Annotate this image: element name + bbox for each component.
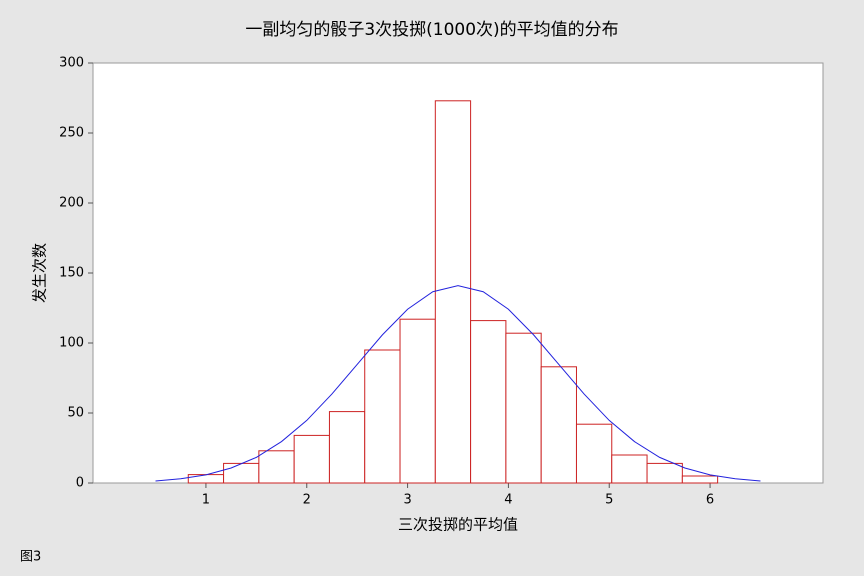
- bar: [611, 454, 648, 484]
- y-tick-label: 250: [59, 126, 84, 141]
- y-tick-label: 0: [76, 476, 84, 491]
- bar: [258, 450, 295, 484]
- bar: [470, 320, 507, 484]
- bar: [293, 434, 330, 484]
- y-tick-label: 300: [59, 56, 84, 71]
- y-tick-label: 100: [59, 336, 84, 351]
- x-tick-label: 1: [202, 493, 210, 508]
- x-tick-label: 4: [504, 493, 512, 508]
- fit-curve: [155, 285, 761, 482]
- bar: [223, 462, 260, 484]
- bar: [364, 349, 401, 484]
- caption: 图3: [20, 550, 41, 565]
- x-tick-label: 6: [706, 493, 714, 508]
- y-tick-label: 150: [59, 266, 84, 281]
- bar: [399, 318, 436, 484]
- x-tick-label: 3: [403, 493, 411, 508]
- bar: [505, 332, 542, 484]
- y-tick-label: 50: [67, 406, 84, 421]
- bar: [540, 366, 577, 484]
- bar: [646, 462, 683, 484]
- bar: [434, 100, 472, 484]
- x-tick-label: 5: [605, 493, 613, 508]
- x-axis-label: 三次投掷的平均值: [398, 516, 518, 534]
- chart-title: 一副均匀的骰子3次投掷(1000次)的平均值的分布: [245, 20, 618, 40]
- bar: [187, 474, 225, 484]
- y-axis-label: 发生次数: [31, 243, 49, 303]
- bar: [575, 423, 613, 484]
- bar: [681, 475, 719, 484]
- bar: [328, 411, 366, 484]
- x-tick-label: 2: [303, 493, 311, 508]
- y-tick-label: 200: [59, 196, 84, 211]
